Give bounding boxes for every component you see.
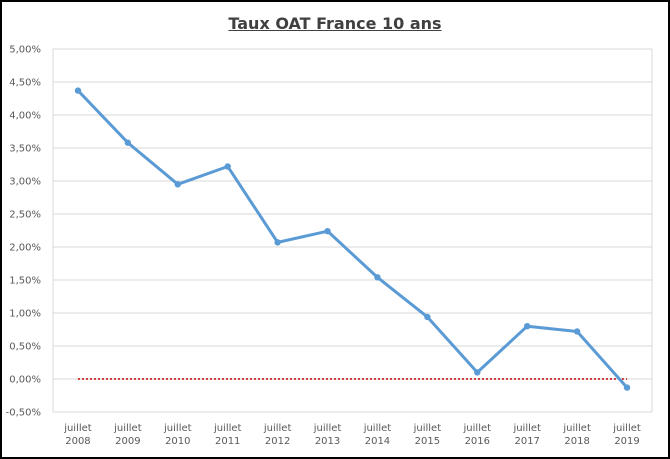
x-tick-label: juillet 2011 [213, 423, 242, 447]
y-tick-label: 0,50% [9, 342, 41, 353]
data-point [623, 384, 631, 391]
gridlines [52, 48, 653, 413]
y-axis-ticks: -0,50% 0,00% 0,50% 1,00% 1,50% 2,00% 2,50% 3,00… [6, 45, 41, 419]
y-tick-label: 1,00% [9, 309, 41, 320]
x-tick-label: juillet 2015 [413, 423, 442, 447]
y-tick-label: 4,50% [9, 78, 41, 89]
data-point [174, 181, 181, 188]
x-tick-label: juillet 2017 [512, 423, 541, 447]
y-tick-label: -0,50% [6, 408, 41, 419]
x-tick-label: juillet 2018 [562, 423, 591, 447]
data-point [524, 323, 531, 330]
data-point [274, 239, 281, 246]
data-point [224, 163, 231, 170]
x-tick-label: juillet 2009 [113, 423, 142, 447]
y-tick-label: 0,00% [9, 375, 41, 386]
data-point [74, 87, 82, 94]
x-axis-ticks: juillet 2008 juillet 2009 juillet 2010 juillet… [63, 423, 641, 447]
data-point [324, 227, 331, 235]
y-tick-label: 3,50% [9, 144, 41, 155]
y-tick-label: 3,00% [9, 177, 41, 188]
x-tick-label: juillet 2008 [63, 423, 92, 447]
data-point [474, 369, 481, 376]
y-tick-label: 2,00% [9, 243, 41, 254]
y-tick-label: 2,50% [9, 210, 41, 221]
series-line [76, 89, 629, 389]
chart-title: Taux OAT France 10 ans [228, 14, 442, 33]
y-tick-label: 4,00% [9, 111, 41, 122]
y-tick-label: 1,50% [9, 276, 41, 287]
x-tick-label: juillet 2012 [263, 423, 292, 447]
series-group [74, 87, 631, 391]
x-tick-label: juillet 2016 [463, 423, 492, 447]
x-tick-label: juillet 2014 [363, 423, 392, 447]
y-tick-label: 5,00% [9, 45, 41, 56]
data-point [124, 139, 132, 146]
data-point [573, 328, 581, 335]
data-point [424, 313, 431, 321]
x-tick-label: juillet 2013 [313, 423, 342, 447]
x-tick-label: juillet 2010 [163, 423, 192, 447]
x-tick-label: juillet 2019 [612, 423, 641, 447]
data-point [374, 274, 381, 281]
